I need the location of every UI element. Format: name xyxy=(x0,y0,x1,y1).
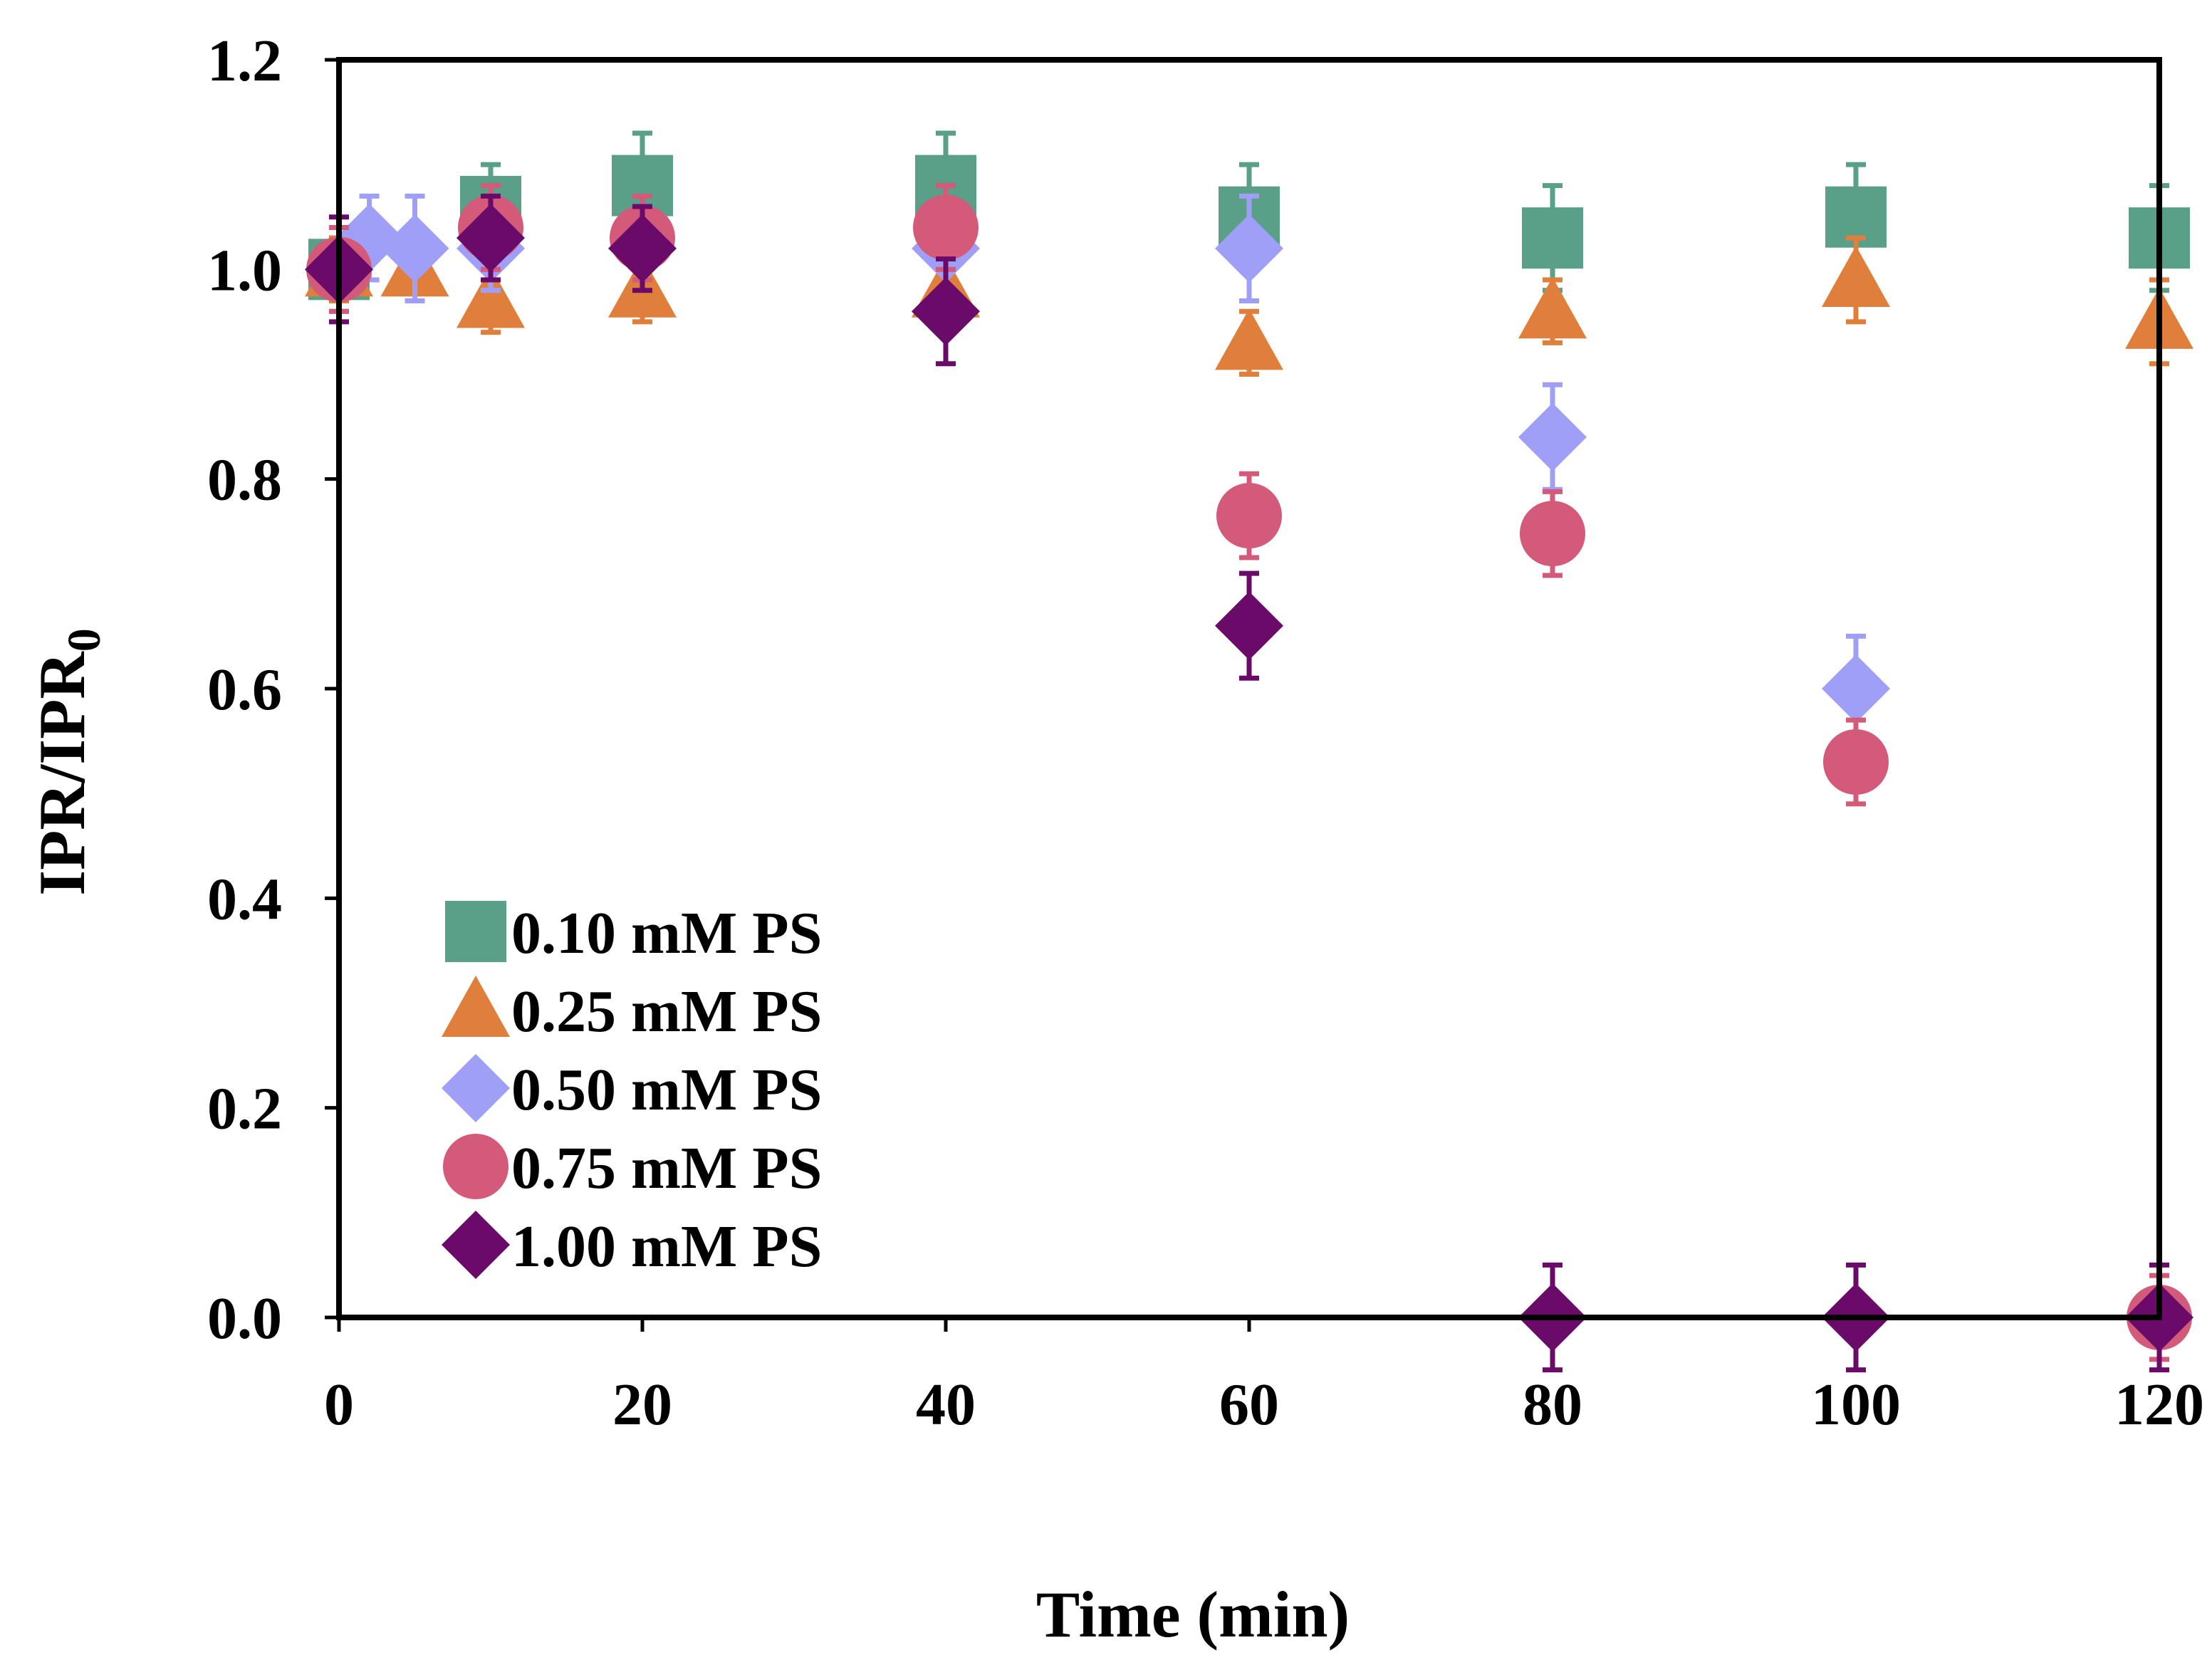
y-tick-label: 0.0 xyxy=(207,1285,282,1352)
legend-label: 0.10 mM PS xyxy=(511,900,822,966)
data-point xyxy=(1215,308,1283,370)
legend-label: 1.00 mM PS xyxy=(511,1213,822,1280)
y-tick-label: 1.2 xyxy=(207,28,282,94)
data-point xyxy=(1216,483,1282,549)
y-axis-title-main: IPR/IPR xyxy=(26,651,98,896)
data-point xyxy=(1215,214,1283,283)
legend-label: 0.50 mM PS xyxy=(511,1057,822,1123)
legend: 0.10 mM PS 0.25 mM PS 0.50 mM PS 0.75 mM PS… xyxy=(442,900,822,1280)
x-tick-label: 80 xyxy=(1523,1372,1582,1438)
legend-swatch xyxy=(443,1134,508,1199)
x-tick-label: 0 xyxy=(324,1372,354,1438)
data-point xyxy=(912,277,980,346)
legend-item: 0.10 mM PS xyxy=(445,900,822,966)
legend-label: 0.25 mM PS xyxy=(511,978,822,1045)
tick-labels: 0 20 40 60 80 100 120 0.0 0.2 0.4 0.6 0.8 1.0 1.2 xyxy=(207,28,2204,1438)
y-axis-title-subscript: 0 xyxy=(58,628,110,652)
data-point xyxy=(1518,402,1587,471)
legend-swatch xyxy=(442,1054,510,1122)
y-tick-label: 0.2 xyxy=(207,1076,282,1142)
data-point xyxy=(1822,246,1890,308)
plot-frame xyxy=(336,57,2162,1320)
legend-item: 0.25 mM PS xyxy=(442,976,822,1045)
legend-swatch xyxy=(445,901,506,962)
series-3 xyxy=(305,193,1890,744)
y-axis-title: IPR/IPR0 xyxy=(26,628,110,895)
data-point xyxy=(1522,207,1583,269)
data-point xyxy=(1823,729,1889,795)
y-tick-label: 1.0 xyxy=(207,237,282,303)
data-point xyxy=(1215,591,1283,660)
legend-swatch xyxy=(442,1211,510,1279)
legend-label: 0.75 mM PS xyxy=(511,1135,822,1201)
data-point xyxy=(457,266,525,328)
data-point xyxy=(380,214,449,283)
x-tick-label: 60 xyxy=(1219,1372,1279,1438)
x-tick-label: 100 xyxy=(1811,1372,1901,1438)
x-tick-label: 120 xyxy=(2114,1372,2204,1438)
series-5 xyxy=(305,193,2193,1373)
legend-item: 0.50 mM PS xyxy=(442,1054,822,1123)
data-point xyxy=(1520,501,1585,567)
legend-swatch xyxy=(442,976,510,1037)
y-tick-label: 0.4 xyxy=(207,866,282,932)
legend-item: 1.00 mM PS xyxy=(442,1211,822,1280)
data-point xyxy=(1518,277,1587,339)
legend-item: 0.75 mM PS xyxy=(443,1134,822,1201)
x-tick-label: 20 xyxy=(612,1372,672,1438)
data-point xyxy=(608,214,677,283)
x-axis-title: Time (min) xyxy=(1036,1578,1350,1651)
data-point xyxy=(457,204,525,273)
y-tick-label: 0.8 xyxy=(207,447,282,513)
data-point xyxy=(1822,654,1890,723)
x-tick-label: 40 xyxy=(916,1372,976,1438)
data-point xyxy=(913,194,979,261)
y-tick-label: 0.6 xyxy=(207,657,282,723)
